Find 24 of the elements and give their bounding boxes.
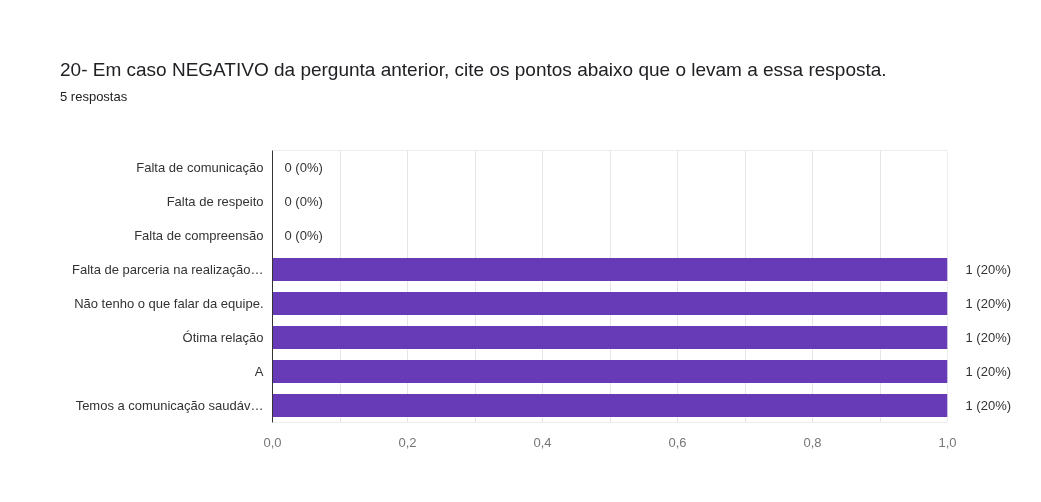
y-tick-label: Ótima relação xyxy=(182,330,264,345)
data-label: 0 (0%) xyxy=(284,160,323,175)
data-label: 1 (20%) xyxy=(965,296,1012,311)
y-tick-label: Temos a comunicação saudáv… xyxy=(75,398,264,413)
y-tick-label: Falta de comunicação xyxy=(136,160,264,175)
y-tick-label: Falta de parceria na realização… xyxy=(72,262,264,277)
x-tick-label: 0,2 xyxy=(398,434,417,450)
y-tick-label: Falta de compreensão xyxy=(134,228,264,243)
data-label: 1 (20%) xyxy=(965,262,1012,277)
chart-title: 20- Em caso NEGATIVO da pergunta anterior, cite os pontos abaixo que o levam a essa resposta. xyxy=(60,59,887,81)
data-label: 1 (20%) xyxy=(965,364,1012,379)
y-tick-label: Falta de respeito xyxy=(166,194,264,209)
y-tick-label: Não tenho o que falar da equipe. xyxy=(74,296,264,311)
x-tick-label: 0,0 xyxy=(263,434,282,450)
data-label: 0 (0%) xyxy=(284,194,323,209)
text: 5 respostas xyxy=(60,89,128,105)
x-tick-label: 1,0 xyxy=(938,434,957,450)
data-label: 1 (20%) xyxy=(965,398,1012,413)
x-tick-label: 0,6 xyxy=(668,434,687,450)
data-label: 0 (0%) xyxy=(284,228,323,243)
x-tick-label: 0,4 xyxy=(533,434,552,450)
data-label: 1 (20%) xyxy=(965,330,1012,345)
x-tick-label: 0,8 xyxy=(803,434,822,450)
y-tick-label: A xyxy=(254,364,264,379)
